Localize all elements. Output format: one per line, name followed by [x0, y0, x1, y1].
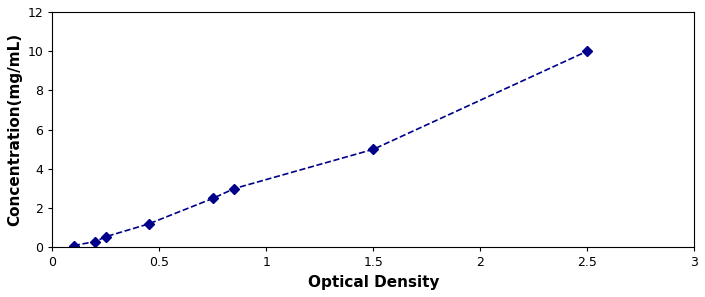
- X-axis label: Optical Density: Optical Density: [307, 275, 439, 290]
- Y-axis label: Concentration(mg/mL): Concentration(mg/mL): [7, 33, 22, 226]
